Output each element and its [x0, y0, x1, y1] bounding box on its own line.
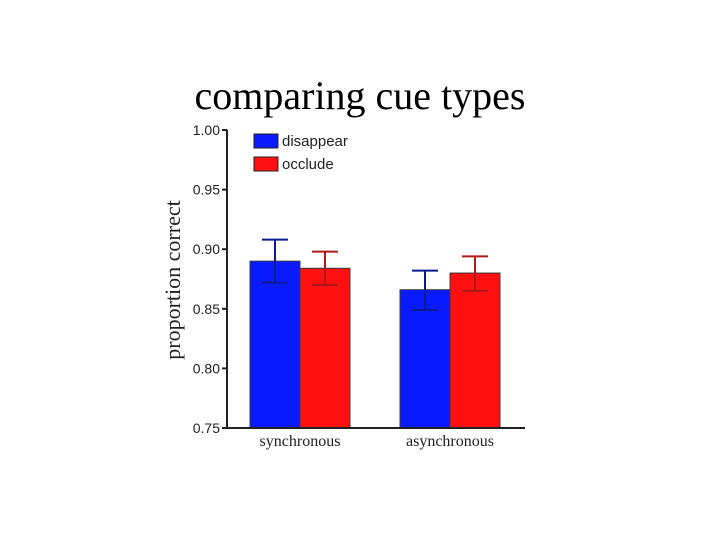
y-tick-label: 0.95 [193, 182, 220, 198]
legend-swatch-disappear [253, 133, 279, 149]
bar-occlude-synchronous [299, 267, 351, 429]
legend-swatch-occlude [253, 156, 279, 172]
y-axis-label: proportion correct [160, 200, 185, 359]
y-tick-label: 0.90 [193, 241, 220, 257]
y-tick-label: 1.00 [193, 122, 220, 138]
bars [249, 260, 501, 429]
y-tick-label: 0.85 [193, 301, 220, 317]
legend-label-disappear: disappear [282, 133, 348, 150]
y-tick-label: 0.75 [193, 420, 220, 436]
x-tick-label: synchronous [260, 433, 341, 450]
legend: disappear occlude [253, 133, 348, 173]
y-axis: 0.75 0.80 0.85 0.90 0.95 1.00 [193, 122, 228, 436]
legend-label-occlude: occlude [282, 156, 334, 173]
bar-occlude-asynchronous [449, 272, 501, 429]
bar-disappear-synchronous [249, 260, 301, 429]
error-bars [262, 238, 488, 311]
slide-title: comparing cue types [194, 73, 526, 118]
x-axis: synchronous asynchronous [227, 427, 525, 450]
y-tick-label: 0.80 [193, 360, 220, 376]
x-tick-label: asynchronous [406, 433, 494, 450]
